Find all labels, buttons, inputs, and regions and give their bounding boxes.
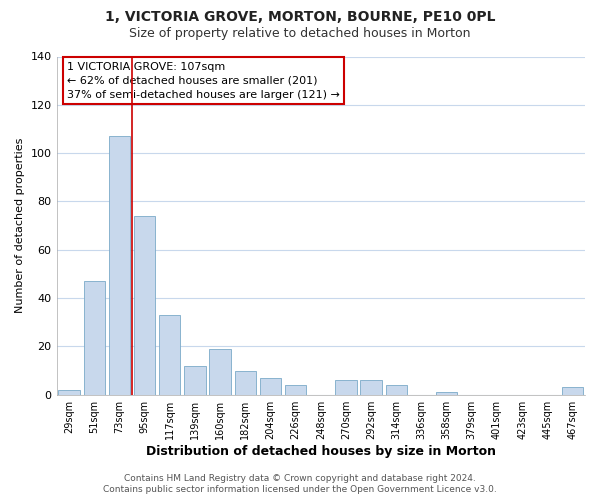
Bar <box>235 370 256 394</box>
Text: Size of property relative to detached houses in Morton: Size of property relative to detached ho… <box>129 28 471 40</box>
Bar <box>58 390 80 394</box>
Bar <box>260 378 281 394</box>
Bar <box>562 388 583 394</box>
Text: 1, VICTORIA GROVE, MORTON, BOURNE, PE10 0PL: 1, VICTORIA GROVE, MORTON, BOURNE, PE10 … <box>105 10 495 24</box>
Bar <box>109 136 130 394</box>
X-axis label: Distribution of detached houses by size in Morton: Distribution of detached houses by size … <box>146 444 496 458</box>
Y-axis label: Number of detached properties: Number of detached properties <box>15 138 25 314</box>
Text: Contains HM Land Registry data © Crown copyright and database right 2024.
Contai: Contains HM Land Registry data © Crown c… <box>103 474 497 494</box>
Bar <box>361 380 382 394</box>
Bar <box>184 366 206 394</box>
Bar <box>285 385 307 394</box>
Bar <box>159 315 181 394</box>
Text: 1 VICTORIA GROVE: 107sqm
← 62% of detached houses are smaller (201)
37% of semi-: 1 VICTORIA GROVE: 107sqm ← 62% of detach… <box>67 62 340 100</box>
Bar <box>209 349 231 395</box>
Bar <box>83 281 105 394</box>
Bar <box>134 216 155 394</box>
Bar <box>436 392 457 394</box>
Bar <box>335 380 356 394</box>
Bar <box>386 385 407 394</box>
